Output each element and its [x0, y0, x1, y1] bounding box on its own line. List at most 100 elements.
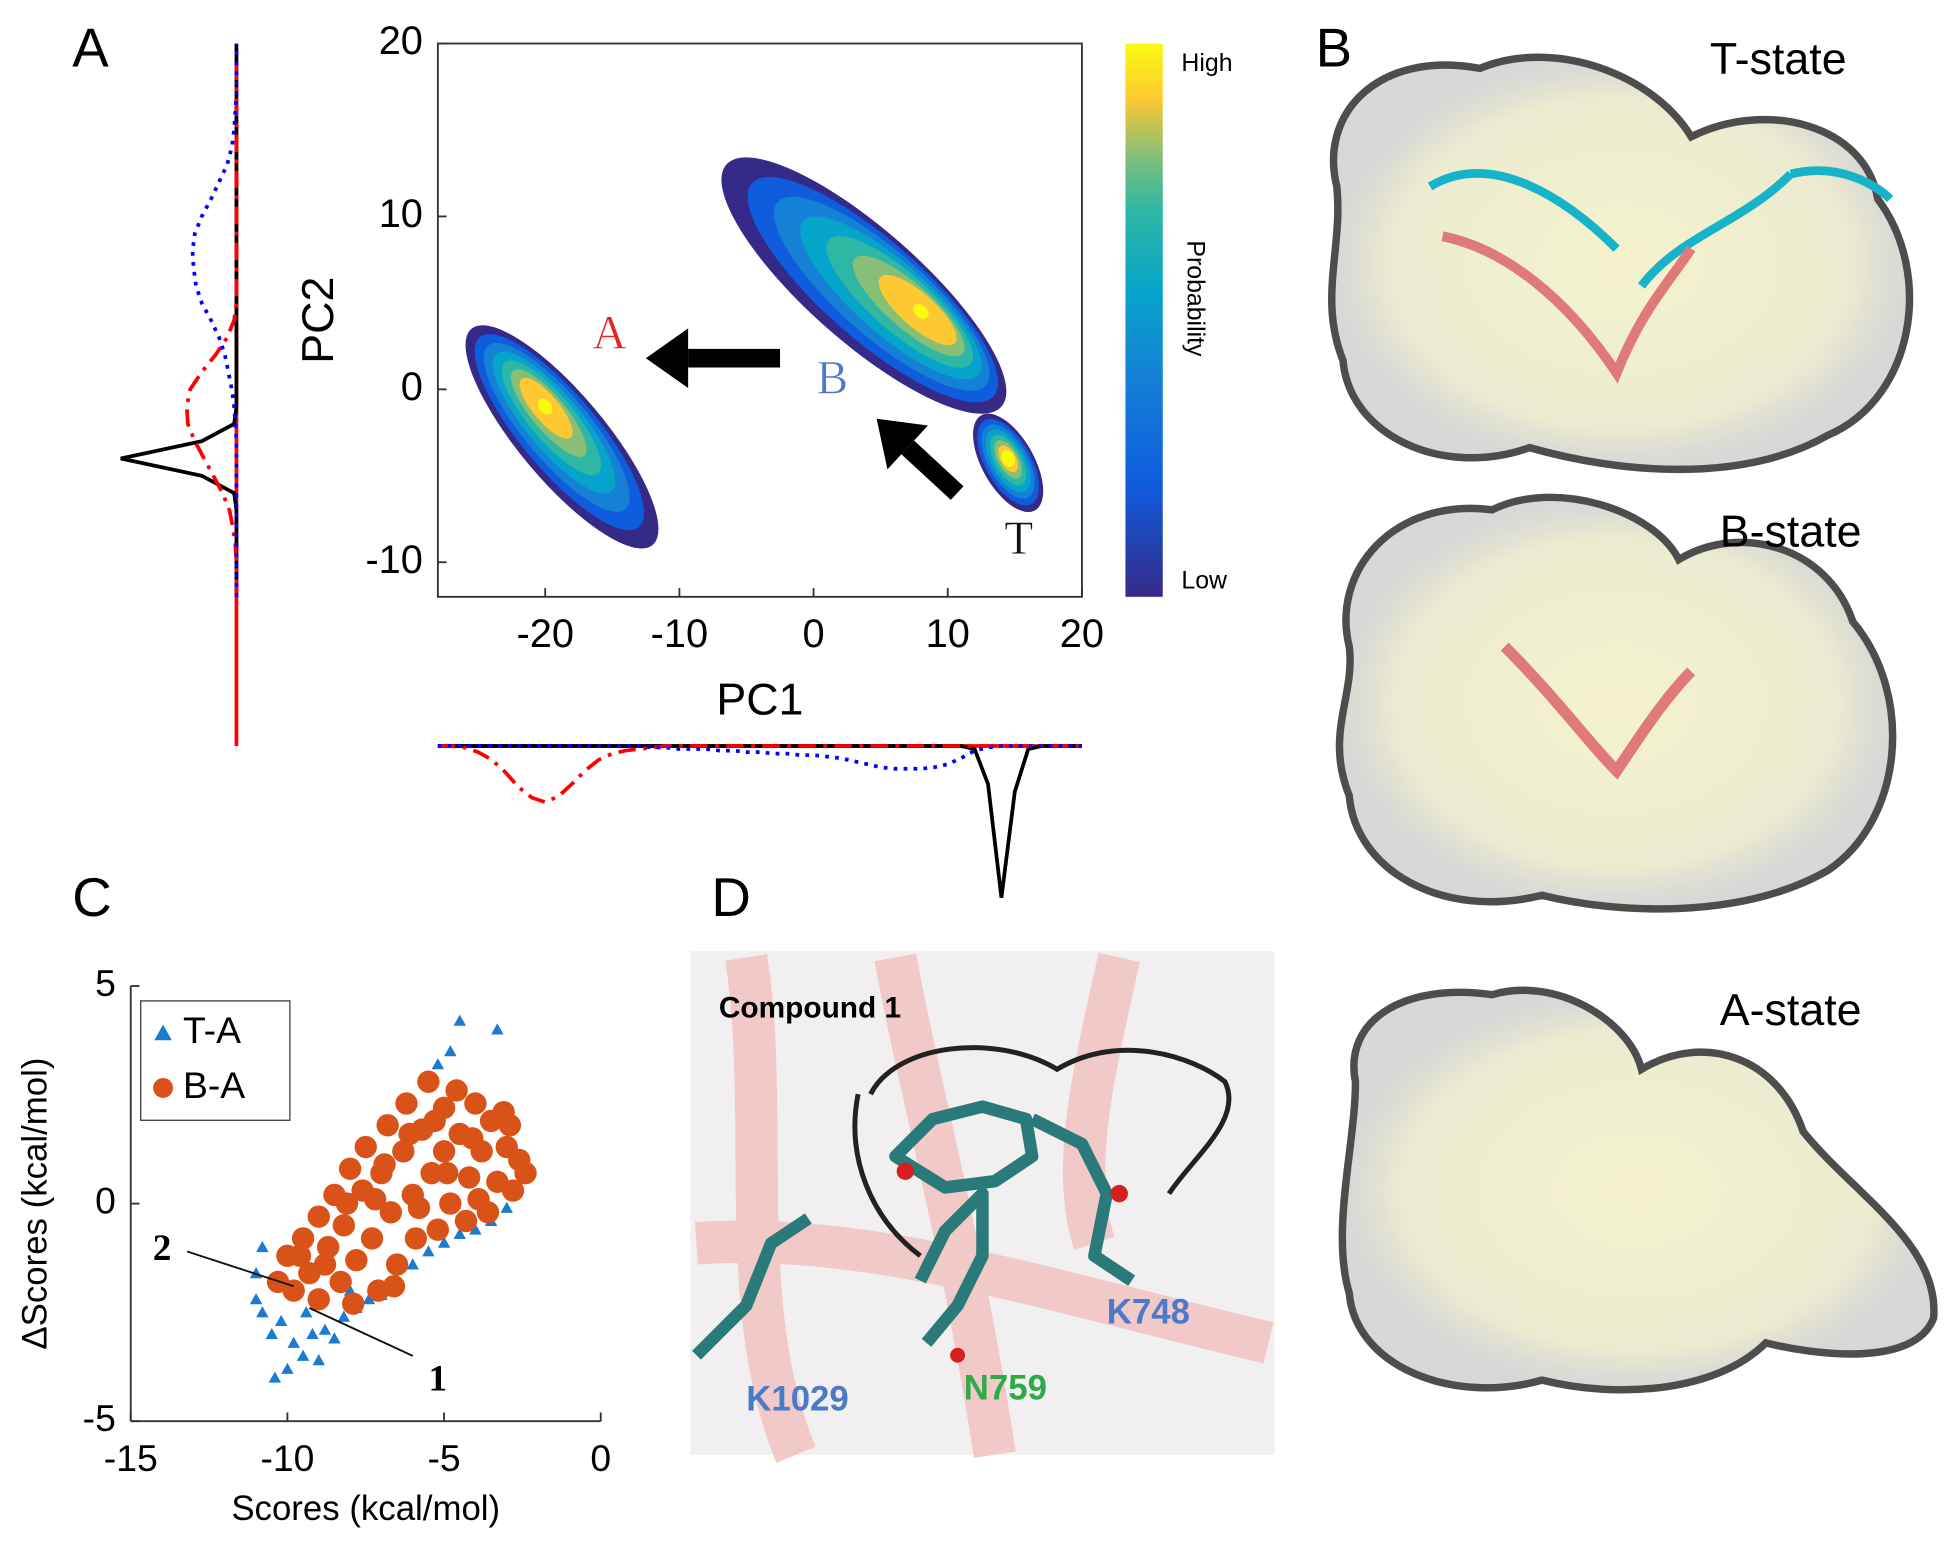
y-tick-label: -10 [365, 538, 422, 582]
atom [896, 1162, 915, 1180]
atom [950, 1347, 966, 1363]
x-tick-label: 10 [926, 612, 970, 656]
surface [1335, 493, 1897, 913]
legend-label: B-A [183, 1064, 245, 1106]
point [376, 1114, 399, 1137]
point [500, 1201, 513, 1213]
point [332, 1214, 356, 1237]
x-tick-label: 0 [803, 612, 825, 656]
panel-label: A [72, 17, 109, 79]
point [373, 1153, 396, 1176]
point [445, 1079, 468, 1102]
y-tick-label: 0 [401, 365, 423, 409]
residue-label: K1029 [746, 1379, 849, 1418]
density-peak [537, 398, 553, 415]
point [328, 1332, 341, 1344]
density-curve [190, 43, 239, 597]
density-peak [1001, 450, 1016, 467]
point [422, 1245, 435, 1257]
point [453, 1014, 466, 1026]
loop [852, 1045, 1232, 1258]
point [453, 1227, 466, 1240]
point [444, 1045, 457, 1057]
y-tick-label: 0 [95, 1179, 116, 1221]
point [249, 1293, 263, 1305]
arrow-head [645, 328, 689, 389]
point [498, 1114, 522, 1137]
x-tick-label: -15 [104, 1437, 158, 1479]
structure-b [1335, 493, 1897, 913]
point [469, 1223, 482, 1235]
state-label: A-state [1720, 985, 1862, 1035]
colorbar-label: Probability [1181, 240, 1209, 357]
colorbar-low: Low [1181, 566, 1228, 594]
point [420, 1161, 443, 1185]
point [385, 1253, 409, 1276]
y-tick-label: 10 [379, 192, 423, 236]
annotation: 2 [153, 1228, 172, 1269]
point [337, 1310, 351, 1322]
plot-frame [436, 42, 1083, 598]
x-tick-label: 20 [1060, 612, 1104, 656]
annotation: T [1004, 513, 1033, 565]
legend-label: T-A [183, 1009, 241, 1051]
point [307, 1288, 330, 1311]
y-tick-label: 20 [379, 19, 423, 63]
point [307, 1205, 330, 1228]
point [329, 1270, 352, 1294]
point [426, 1218, 450, 1241]
rna [1500, 642, 1696, 780]
point [467, 1188, 490, 1211]
density-curve [184, 43, 239, 597]
point [454, 1209, 478, 1233]
point [312, 1354, 325, 1366]
point [461, 1127, 484, 1150]
point [417, 1070, 440, 1093]
point [382, 1275, 406, 1298]
point [379, 1201, 403, 1224]
point [432, 1140, 456, 1163]
point [360, 1227, 384, 1250]
atom [1110, 1184, 1128, 1203]
residue-label: K748 [1107, 1292, 1190, 1331]
colorbar [1125, 43, 1163, 597]
structure-t [1328, 53, 1914, 474]
point [318, 1323, 332, 1335]
point [437, 1236, 451, 1248]
density-curve [120, 43, 239, 597]
y-tick-label: 5 [95, 962, 116, 1004]
y-axis-label: PC2 [293, 277, 343, 364]
colorbar-high: High [1181, 49, 1232, 77]
arrow-head [876, 418, 928, 470]
point [431, 1058, 445, 1070]
rna [1441, 231, 1696, 384]
annotation: A [593, 307, 627, 359]
x-tick-label: -10 [651, 612, 708, 656]
point [423, 1109, 446, 1133]
point [407, 1196, 431, 1220]
point [363, 1188, 387, 1211]
x-axis-label: PC1 [716, 674, 803, 724]
ligand-label: Compound 1 [719, 991, 901, 1024]
state-label: T-state [1710, 34, 1847, 84]
legend-box [140, 1000, 291, 1121]
point [288, 1244, 312, 1267]
point [345, 1248, 368, 1272]
panel-label: C [72, 866, 111, 928]
y-tick-label: -5 [83, 1397, 116, 1439]
density-curve [437, 744, 1082, 898]
point [392, 1140, 415, 1163]
surface [1338, 986, 1938, 1394]
point [464, 1092, 487, 1115]
annotation-line [308, 1307, 414, 1357]
point [306, 1327, 319, 1340]
panel-label: D [711, 866, 751, 928]
x-tick-label: -20 [516, 612, 573, 656]
point [268, 1371, 282, 1383]
surface [1328, 53, 1914, 474]
point [313, 1253, 337, 1276]
point [439, 1192, 462, 1215]
point [256, 1306, 269, 1318]
